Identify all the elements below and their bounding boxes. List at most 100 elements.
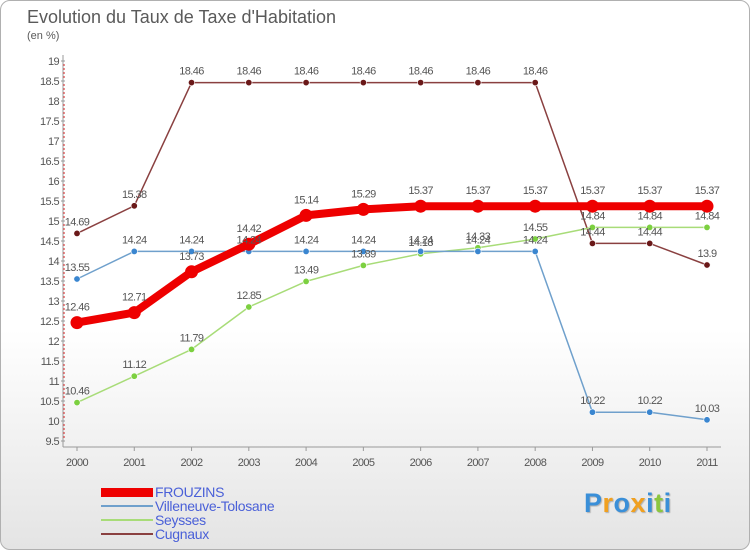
proxiti-logo: Proxiti (584, 488, 672, 519)
data-point (130, 202, 138, 210)
y-tick-label: 15 (48, 216, 60, 228)
data-label: 18.46 (523, 66, 548, 78)
logo-letter: r (602, 488, 614, 518)
legend-swatch (101, 533, 153, 535)
legend-swatch (101, 505, 153, 507)
data-point (188, 345, 196, 353)
data-point (417, 79, 425, 87)
y-tick-label: 18 (48, 96, 60, 108)
x-tick-label: 2007 (467, 457, 490, 469)
chart-subtitle: (en %) (27, 30, 60, 42)
y-tick-label: 16.5 (40, 156, 59, 168)
data-label: 15.37 (637, 185, 662, 197)
logo-letter: P (584, 488, 603, 518)
series-line (76, 226, 708, 404)
y-tick-label: 17.5 (40, 116, 59, 128)
x-tick-label: 2008 (524, 457, 547, 469)
data-point (359, 261, 367, 269)
data-label: 18.46 (237, 66, 262, 78)
data-label: 10.46 (65, 386, 90, 398)
x-tick-label: 2005 (352, 457, 375, 469)
data-point (646, 223, 654, 231)
data-label: 14.84 (580, 210, 605, 222)
data-label: 14.18 (408, 237, 433, 249)
logo-letter: i (646, 488, 655, 518)
y-tick-label: 11 (49, 376, 60, 388)
y-tick-label: 15.5 (40, 196, 59, 208)
data-label: 14.44 (637, 226, 662, 238)
axes: 9.5 10 10.5 11 11.5 12 12.5 13 13.5 14 14.5 15 15.5 1… (40, 55, 721, 469)
data-point (127, 306, 141, 320)
data-label: 14.84 (695, 210, 720, 222)
data-point (359, 79, 367, 87)
data-label: 14.55 (523, 222, 548, 234)
logo-letter: i (663, 488, 672, 518)
data-label: 15.37 (466, 185, 491, 197)
data-label: 14.24 (122, 234, 147, 246)
data-label: 15.37 (408, 185, 433, 197)
data-point (245, 79, 253, 87)
data-label: 14.84 (637, 210, 662, 222)
data-label: 14.24 (237, 234, 262, 246)
x-tick-label: 2004 (295, 457, 318, 469)
y-tick-label: 12 (48, 336, 60, 348)
data-label: 14.24 (523, 234, 548, 246)
y-tick-label: 9.5 (46, 436, 60, 448)
series-layer (70, 79, 714, 424)
data-label: 14.24 (179, 234, 204, 246)
data-label: 15.38 (122, 189, 147, 201)
data-point (130, 247, 138, 255)
data-point (188, 79, 196, 87)
data-point (245, 303, 253, 311)
data-label: 14.24 (408, 234, 433, 246)
data-point (356, 202, 370, 216)
y-tick-label: 18.5 (40, 76, 59, 88)
y-tick-label: 10 (48, 416, 60, 428)
x-tick-label: 2002 (181, 457, 204, 469)
data-label: 18.46 (179, 66, 204, 78)
series-seysses (73, 223, 711, 407)
y-tick-label: 16 (48, 176, 60, 188)
data-label: 11.12 (122, 359, 146, 371)
data-point (188, 247, 196, 255)
data-point (703, 223, 711, 231)
x-tick-label: 2009 (581, 457, 604, 469)
x-tick-label: 2003 (238, 457, 261, 469)
data-point (70, 316, 84, 330)
data-label: 18.46 (351, 66, 376, 78)
data-point (643, 199, 657, 213)
series-line (73, 202, 711, 327)
x-tick-label: 2001 (123, 457, 146, 469)
data-point (646, 408, 654, 416)
data-point (471, 199, 485, 213)
data-label: 14.24 (294, 234, 319, 246)
data-point (700, 199, 714, 213)
x-tick-label: 2010 (639, 457, 662, 469)
data-label: 18.46 (408, 66, 433, 78)
logo-letter: o (613, 488, 631, 518)
series-line (76, 250, 708, 421)
data-label: 15.14 (294, 194, 319, 206)
data-point (73, 229, 81, 237)
logo-letter: x (630, 488, 647, 518)
data-point (588, 408, 596, 416)
chart-title: Evolution du Taux de Taxe d'Habitation (27, 7, 336, 27)
data-point (646, 239, 654, 247)
data-point (242, 237, 256, 251)
data-point (585, 199, 599, 213)
data-label: 10.22 (580, 395, 605, 407)
series-villeneuve-tolosane (73, 247, 711, 424)
data-label: 13.55 (65, 262, 90, 274)
data-point (302, 79, 310, 87)
data-point (703, 261, 711, 269)
data-label: 13.9 (697, 248, 716, 260)
data-label: 10.03 (695, 403, 720, 415)
data-point (73, 399, 81, 407)
data-label: 14.33 (466, 231, 491, 243)
y-tick-label: 10.5 (40, 396, 59, 408)
data-point (417, 247, 425, 255)
y-tick-label: 13 (48, 296, 60, 308)
data-label: 13.73 (179, 251, 204, 263)
y-tick-label: 12.5 (40, 316, 59, 328)
